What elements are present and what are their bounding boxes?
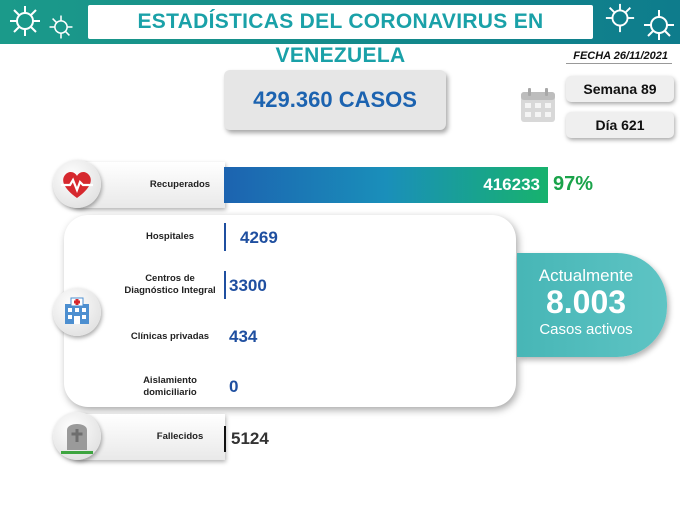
header-banner: ESTADÍSTICAS DEL CORONAVIRUS EN VENEZUEL… — [0, 0, 680, 67]
virus-icon — [605, 3, 635, 33]
banner-title-box: ESTADÍSTICAS DEL CORONAVIRUS EN VENEZUEL… — [88, 5, 593, 67]
care-tick-cdi — [224, 271, 226, 299]
hospital-icon-circle — [53, 288, 101, 336]
calendar-icon — [521, 88, 555, 122]
report-date: FECHA 26/11/2021 — [573, 50, 668, 62]
virus-icon — [644, 10, 674, 40]
week-badge: Semana 89 — [566, 76, 674, 102]
care-tick-hospitals — [224, 223, 226, 251]
care-value-cdi: 3300 — [229, 276, 267, 295]
date-divider — [566, 63, 672, 64]
care-label-home: Aislamiento domiciliario — [143, 375, 197, 398]
recovered-icon-circle — [53, 160, 101, 208]
active-heading: Actualmente — [538, 266, 634, 285]
recovered-bar: 416233 — [224, 167, 548, 203]
virus-icon — [10, 6, 40, 36]
total-cases-box: 429.360 CASOS — [224, 70, 446, 130]
heart-pulse-icon — [61, 172, 93, 198]
care-label-hospitals: Hospitales — [145, 231, 195, 242]
deaths-icon-circle — [53, 412, 101, 460]
deaths-value: 5124 — [231, 429, 269, 448]
total-cases: 429.360 CASOS — [253, 87, 417, 112]
care-value-hospitals: 4269 — [240, 228, 278, 247]
recovered-percent: 97% — [553, 173, 594, 195]
care-panel — [64, 215, 516, 407]
care-value-home: 0 — [229, 377, 239, 396]
hospital-icon — [65, 297, 89, 324]
day-badge: Día 621 — [566, 112, 674, 138]
deaths-label: Fallecidos — [156, 431, 204, 442]
deaths-tick — [224, 426, 226, 452]
virus-icon — [49, 15, 73, 39]
gravestone-icon — [61, 424, 93, 454]
care-label-clinics: Clínicas privadas — [130, 331, 210, 342]
active-cases-box: Actualmente 8.003 Casos activos — [517, 253, 667, 357]
active-caption: Casos activos — [539, 321, 633, 338]
page-title: ESTADÍSTICAS DEL CORONAVIRUS EN VENEZUEL… — [137, 10, 544, 67]
recovered-label: Recuperados — [149, 179, 211, 190]
care-value-clinics: 434 — [229, 327, 258, 346]
active-count: 8.003 — [545, 284, 627, 320]
care-label-cdi: Centros de Diagnóstico Integral — [124, 273, 216, 296]
recovered-value: 416233 — [483, 175, 540, 194]
